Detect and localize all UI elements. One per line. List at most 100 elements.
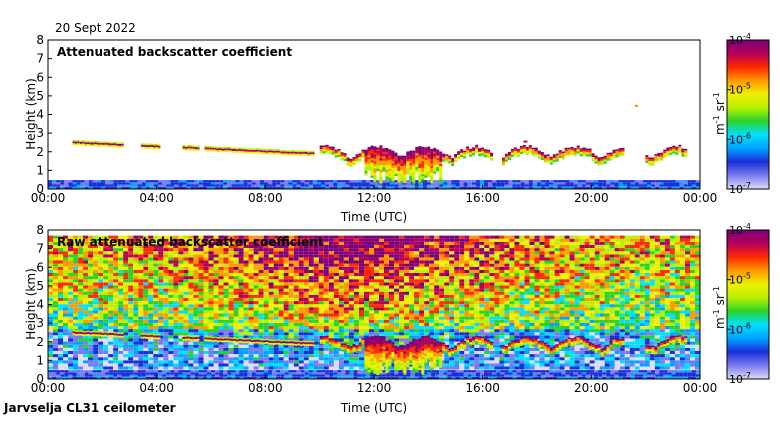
boundary-layer-cell	[447, 182, 451, 184]
noise-cell	[209, 257, 214, 260]
noise-cell	[143, 345, 148, 348]
noise-cell	[234, 360, 239, 363]
noise-cell	[354, 360, 359, 363]
noise-cell	[48, 354, 53, 357]
noise-cell	[279, 326, 284, 329]
noise-cell	[244, 307, 249, 310]
cloud-layer-cell	[280, 153, 282, 155]
cloud-layer-cell	[239, 148, 241, 150]
noise-cell	[319, 354, 324, 357]
convective-cloud-cell	[379, 181, 382, 184]
noise-cell	[148, 351, 153, 354]
noise-cell	[229, 323, 234, 326]
noise-cell	[409, 267, 414, 270]
boundary-layer-cell	[211, 182, 215, 184]
noise-cell	[68, 367, 73, 370]
noise-cell	[73, 301, 78, 304]
boundary-layer-cell	[134, 185, 138, 187]
noise-cell	[294, 326, 299, 329]
noise-cell	[93, 360, 98, 363]
noise-cell	[394, 273, 399, 276]
boundary-layer-cell	[64, 180, 68, 182]
noise-cell	[63, 267, 68, 270]
noise-cell	[334, 270, 339, 273]
convective-cloud-cell	[412, 159, 415, 162]
boundary-layer-cell	[68, 182, 72, 184]
noise-cell	[214, 270, 219, 273]
boundary-layer-cell	[602, 182, 606, 184]
boundary-layer-cell	[525, 180, 529, 182]
noise-cell	[93, 292, 98, 295]
noise-cell	[53, 314, 58, 317]
boundary-layer-cell	[223, 185, 227, 187]
noise-cell	[289, 323, 294, 326]
noise-cell	[73, 323, 78, 326]
noise-cell	[163, 357, 168, 360]
noise-cell	[48, 329, 53, 332]
boundary-layer-cell	[138, 180, 142, 182]
noise-cell	[83, 354, 88, 357]
noise-cell	[53, 267, 58, 270]
boundary-layer-cell	[684, 182, 688, 184]
noise-cell	[229, 254, 234, 257]
noise-cell	[219, 367, 224, 370]
noise-cell	[58, 261, 63, 264]
noise-cell	[364, 329, 369, 332]
cloud-layer-cell	[99, 143, 101, 145]
noise-cell	[374, 310, 379, 313]
noise-cell	[108, 261, 113, 264]
convective-cloud-cell	[421, 159, 424, 162]
noise-cell	[123, 254, 128, 257]
noise-cell	[249, 276, 254, 279]
noise-cell	[93, 276, 98, 279]
noise-cell	[354, 289, 359, 292]
boundary-layer-cell	[97, 185, 101, 187]
noise-cell	[299, 279, 304, 282]
noise-cell	[394, 286, 399, 289]
noise-cell	[83, 351, 88, 354]
noise-cell	[58, 342, 63, 345]
noise-cell	[279, 295, 284, 298]
x-tick-label: 08:00	[248, 191, 283, 205]
noise-cell	[229, 257, 234, 260]
noise-cell	[409, 276, 414, 279]
noise-cell	[384, 282, 389, 285]
noise-cell	[163, 363, 168, 366]
noise-cell	[319, 292, 324, 295]
noise-cell	[63, 286, 68, 289]
noise-cell	[199, 332, 204, 335]
noise-cell	[103, 304, 108, 307]
noise-cell	[319, 276, 324, 279]
noise-cell	[73, 335, 78, 338]
noise-cell	[414, 295, 419, 298]
noise-cell	[339, 292, 344, 295]
cloud-layer-cell	[141, 143, 143, 145]
noise-cell	[118, 320, 123, 323]
boundary-layer-cell	[460, 180, 464, 182]
noise-cell	[143, 367, 148, 370]
noise-cell	[399, 264, 404, 267]
noise-cell	[214, 286, 219, 289]
convective-cloud-cell	[487, 155, 490, 158]
noise-cell	[153, 292, 158, 295]
noise-cell	[138, 329, 143, 332]
noise-cell	[98, 264, 103, 267]
convective-cloud-cell	[403, 181, 406, 184]
convective-cloud-cell	[613, 153, 616, 156]
noise-cell	[193, 348, 198, 351]
boundary-layer-cell	[476, 180, 480, 182]
noise-cell	[209, 323, 214, 326]
noise-cell	[249, 332, 254, 335]
noise-cell	[274, 301, 279, 304]
convective-cloud-cell	[397, 166, 400, 169]
convective-cloud-cell	[344, 153, 347, 155]
noise-cell	[384, 307, 389, 310]
convective-cloud-cell	[529, 146, 532, 149]
noise-cell	[78, 292, 83, 295]
cloud-layer-cell	[195, 149, 197, 151]
cloud-layer-cell	[268, 150, 270, 152]
noise-cell	[48, 348, 53, 351]
noise-cell	[429, 286, 434, 289]
noise-cell	[344, 314, 349, 317]
noise-cell	[133, 348, 138, 351]
